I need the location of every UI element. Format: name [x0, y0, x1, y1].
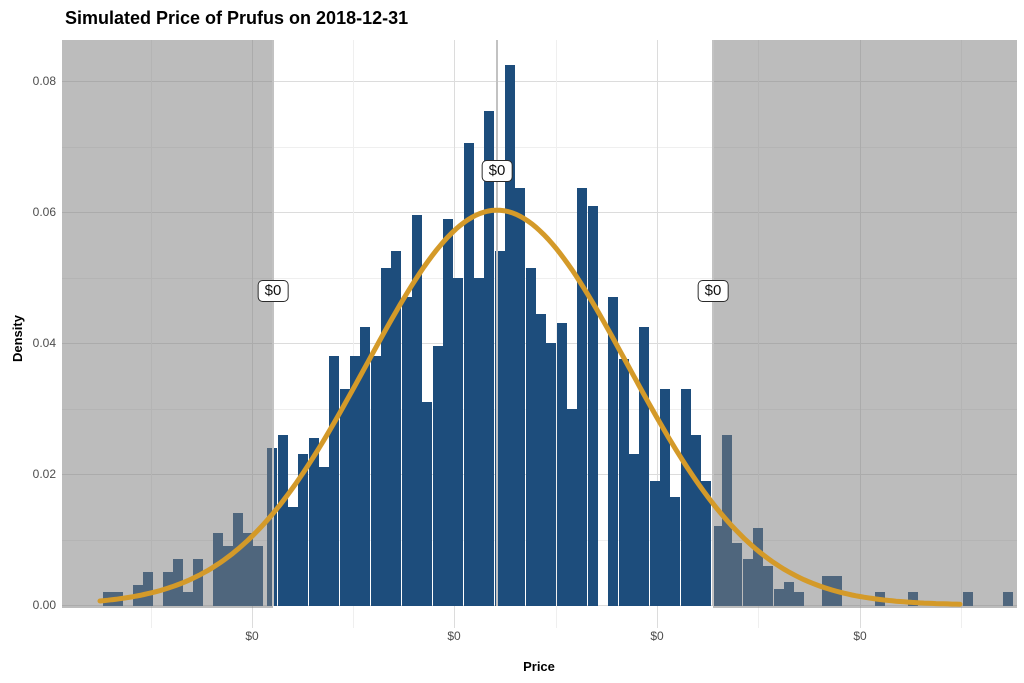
vline-price-label: $0 — [697, 280, 729, 302]
histogram-bar — [504, 64, 516, 606]
histogram-bar — [411, 215, 423, 606]
histogram-bar — [318, 467, 330, 606]
y-tick-label: 0.02 — [32, 467, 56, 482]
histogram-bar — [566, 408, 578, 606]
histogram-bar — [680, 388, 692, 606]
histogram-bar — [669, 496, 681, 606]
histogram-bar — [638, 326, 650, 606]
histogram-bar — [297, 454, 309, 606]
histogram-bar — [649, 480, 661, 606]
histogram-bar — [401, 297, 413, 606]
x-tick-label: $0 — [853, 629, 867, 643]
x-axis-tick-minor — [758, 608, 759, 628]
histogram-bar — [483, 110, 495, 606]
histogram-bar — [452, 277, 464, 606]
histogram-bar — [328, 356, 340, 606]
x-axis-tick-minor — [151, 608, 152, 628]
gridline-horizontal-minor — [62, 146, 1017, 148]
x-axis-tick-minor — [556, 608, 557, 628]
histogram-bar — [442, 218, 454, 606]
histogram-bar — [473, 277, 485, 606]
histogram-bar — [359, 326, 371, 606]
histogram-bar — [514, 187, 526, 606]
vline-price-label: $0 — [481, 160, 513, 182]
histogram-bar — [287, 506, 299, 606]
y-tick-label: 0.00 — [32, 598, 56, 612]
histogram-bar — [339, 388, 351, 606]
histogram-bar — [380, 267, 392, 606]
y-tick-label: 0.08 — [32, 74, 56, 89]
x-axis-tick-minor — [353, 608, 354, 628]
y-tick-label: 0.04 — [32, 336, 56, 351]
gridline-horizontal-major — [62, 81, 1017, 83]
histogram-bar — [432, 346, 444, 606]
chart-title: Simulated Price of Prufus on 2018-12-31 — [65, 8, 409, 28]
histogram-bar — [277, 434, 289, 606]
confidence-shade-region — [62, 40, 273, 608]
annotation-vline — [272, 40, 274, 606]
y-tick-label: 0.06 — [32, 205, 56, 220]
x-axis-tick-minor — [961, 608, 962, 628]
x-axis-tick-major — [657, 608, 658, 628]
histogram-bar — [349, 356, 361, 606]
histogram-bar — [618, 359, 630, 606]
histogram-bar — [628, 454, 640, 606]
vline-price-label: $0 — [257, 280, 289, 302]
histogram-bar — [587, 205, 599, 606]
histogram-bar — [370, 356, 382, 606]
histogram-bar — [690, 434, 702, 606]
histogram-bar — [607, 297, 619, 606]
histogram-bar — [545, 343, 557, 606]
histogram-bar — [576, 187, 588, 606]
x-axis-tick-major — [860, 608, 861, 628]
histogram-bar — [700, 480, 712, 606]
x-tick-label: $0 — [650, 629, 664, 643]
histogram-bar — [390, 251, 402, 606]
x-axis-tick-major — [252, 608, 253, 628]
annotation-vline — [496, 40, 498, 606]
x-tick-label: $0 — [447, 629, 461, 643]
histogram-bar — [525, 267, 537, 606]
x-axis-tick-major — [454, 608, 455, 628]
histogram-bar — [421, 402, 433, 606]
confidence-shade-region — [713, 40, 1017, 608]
histogram-bar — [535, 313, 547, 606]
histogram-bar — [463, 143, 475, 606]
histogram-bar — [308, 438, 320, 606]
histogram-bar — [659, 388, 671, 606]
annotation-vline — [712, 40, 714, 606]
histogram-bar — [556, 323, 568, 606]
x-tick-label: $0 — [245, 629, 259, 643]
x-axis-title: Price — [523, 659, 555, 674]
